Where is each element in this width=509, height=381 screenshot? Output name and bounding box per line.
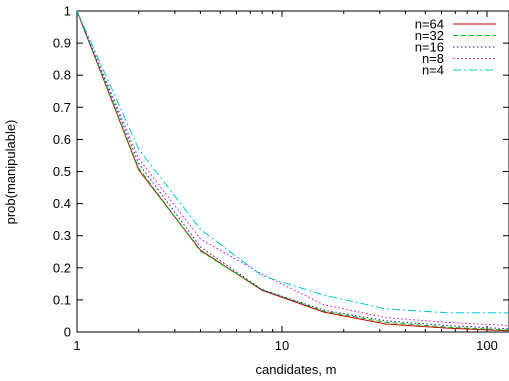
legend: n=64n=32n=16n=8n=4 [415,17,496,78]
series-line-n8 [77,11,509,327]
series-line-n16 [77,11,509,330]
x-axis-title: candidates, m [256,362,337,377]
y-tick-label: 0.6 [53,132,71,147]
x-tick-label: 1 [73,338,80,353]
y-tick-label: 0.9 [53,36,71,51]
y-tick-label: 0.2 [53,260,71,275]
x-tick-label: 10 [275,338,289,353]
series-line-n32 [77,11,509,331]
legend-label: n=64 [415,17,444,32]
y-tick-label: 0.5 [53,164,71,179]
plot-frame [76,10,509,333]
y-tick-label: 0.4 [53,196,71,211]
y-tick-label: 1 [64,4,71,19]
legend-label: n=8 [422,51,444,66]
series-lines [77,11,509,332]
y-tick-label: 0.1 [53,292,71,307]
legend-label: n=32 [415,28,444,43]
y-tick-label: 0.7 [53,100,71,115]
legend-label: n=16 [415,40,444,55]
y-tick-label: 0 [64,325,71,340]
axis-ticks: 0 0.1 0.2 0.3 0.4 0.5 0.6 0.7 0.8 0.9 1 1 10 100 [53,4,509,353]
y-tick-label: 0.3 [53,228,71,243]
plot-border [76,10,509,333]
legend-label: n=4 [422,63,444,78]
y-axis-title: prob(manipulable) [3,120,18,225]
series-line-n64 [77,11,509,332]
x-tick-label: 100 [476,338,498,353]
y-tick-label: 0.8 [53,68,71,83]
